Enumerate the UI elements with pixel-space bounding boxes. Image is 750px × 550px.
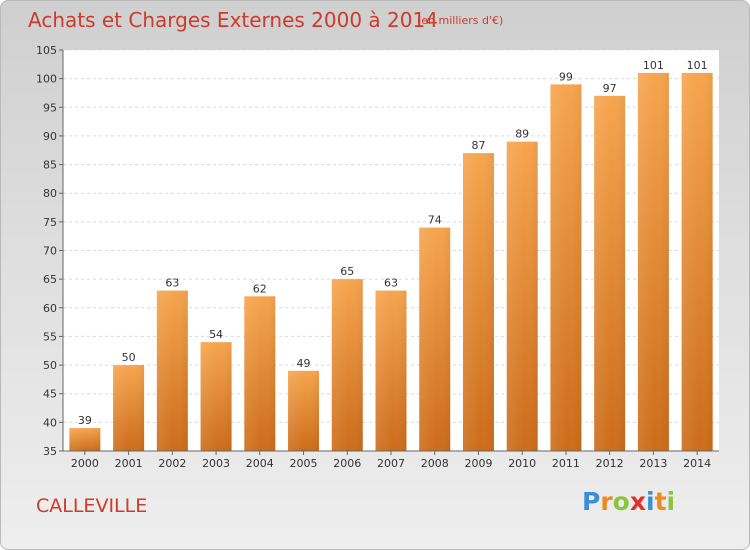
bar-shine bbox=[594, 95, 626, 451]
bar-shine bbox=[200, 342, 232, 451]
bar-value-label: 99 bbox=[559, 70, 573, 83]
chart-subtitle: (en milliers d'€) bbox=[417, 14, 504, 27]
x-tick-label: 2011 bbox=[552, 457, 580, 470]
bar-value-label: 101 bbox=[643, 59, 664, 72]
y-tick-label: 70 bbox=[43, 245, 57, 258]
bar-shine bbox=[550, 84, 582, 451]
y-tick-label: 85 bbox=[43, 159, 57, 172]
bar-shine bbox=[156, 290, 188, 451]
y-tick-label: 60 bbox=[43, 302, 57, 315]
bar-value-label: 63 bbox=[165, 277, 179, 290]
bars: 39 50 63 54 62 49 65 63 74 87 89 99 97 101 101 bbox=[69, 59, 713, 452]
x-tick-label: 2014 bbox=[683, 457, 711, 470]
logo-letter: x bbox=[629, 487, 646, 516]
x-tick-label: 2005 bbox=[290, 457, 318, 470]
chart-title: Achats et Charges Externes 2000 à 2014 bbox=[28, 8, 438, 32]
y-tick-label: 35 bbox=[43, 445, 57, 458]
x-axis: 2000 2001 2002 2003 2004 2005 2006 2007 2008 2009… bbox=[63, 450, 719, 470]
y-tick-label: 100 bbox=[36, 73, 57, 86]
x-tick-label: 2001 bbox=[115, 457, 143, 470]
bar-value-label: 97 bbox=[603, 82, 617, 95]
bar-value-label: 62 bbox=[253, 282, 267, 295]
bar-shine bbox=[288, 370, 320, 451]
bar-shine bbox=[462, 153, 494, 451]
y-tick-label: 75 bbox=[43, 216, 57, 229]
bar-shine bbox=[113, 365, 145, 451]
logo-letter: r bbox=[600, 487, 613, 516]
logo-letter: P bbox=[582, 487, 601, 516]
y-tick-label: 105 bbox=[36, 44, 57, 57]
bar-shine bbox=[331, 279, 363, 451]
y-tick-label: 50 bbox=[43, 359, 57, 372]
x-tick-label: 2008 bbox=[421, 457, 449, 470]
y-tick-label: 95 bbox=[43, 101, 57, 114]
bar-shine bbox=[244, 296, 276, 451]
bar-value-label: 89 bbox=[515, 128, 529, 141]
x-tick-label: 2000 bbox=[71, 457, 99, 470]
bar-value-label: 50 bbox=[122, 351, 136, 364]
x-tick-label: 2009 bbox=[464, 457, 492, 470]
x-tick-label: 2002 bbox=[158, 457, 186, 470]
y-axis: 35 40 45 50 55 60 65 70 75 80 85 90 95 100 105 bbox=[36, 44, 64, 458]
bar-shine bbox=[637, 72, 669, 452]
bar-shine bbox=[69, 428, 101, 451]
logo-letter: o bbox=[612, 487, 630, 516]
logo-letter: i bbox=[646, 487, 655, 516]
bar-value-label: 74 bbox=[428, 214, 442, 227]
bar-shine bbox=[375, 290, 407, 451]
bar-value-label: 63 bbox=[384, 277, 398, 290]
y-tick-label: 65 bbox=[43, 273, 57, 286]
logo-letter: t bbox=[654, 487, 667, 516]
bar-value-label: 54 bbox=[209, 328, 223, 341]
y-tick-label: 55 bbox=[43, 330, 57, 343]
logo-letter: i bbox=[666, 487, 676, 516]
bar-value-label: 49 bbox=[297, 357, 311, 370]
y-tick-label: 80 bbox=[43, 187, 57, 200]
bar-value-label: 65 bbox=[340, 265, 354, 278]
x-tick-label: 2004 bbox=[246, 457, 274, 470]
x-tick-label: 2006 bbox=[333, 457, 361, 470]
x-tick-label: 2013 bbox=[639, 457, 667, 470]
y-tick-label: 45 bbox=[43, 388, 57, 401]
y-tick-label: 90 bbox=[43, 130, 57, 143]
bar-value-label: 87 bbox=[471, 139, 485, 152]
x-tick-label: 2007 bbox=[377, 457, 405, 470]
bar-value-label: 39 bbox=[78, 414, 92, 427]
bar-shine bbox=[506, 141, 538, 451]
y-tick-label: 40 bbox=[43, 416, 57, 429]
bar-shine bbox=[419, 227, 451, 451]
place-name: CALLEVILLE bbox=[36, 495, 148, 517]
proxiti-logo: Proxiti bbox=[582, 487, 675, 516]
bar-value-label: 101 bbox=[687, 59, 708, 72]
bar-shine bbox=[681, 72, 713, 452]
x-tick-label: 2003 bbox=[202, 457, 230, 470]
x-tick-label: 2012 bbox=[596, 457, 624, 470]
x-tick-label: 2010 bbox=[508, 457, 536, 470]
